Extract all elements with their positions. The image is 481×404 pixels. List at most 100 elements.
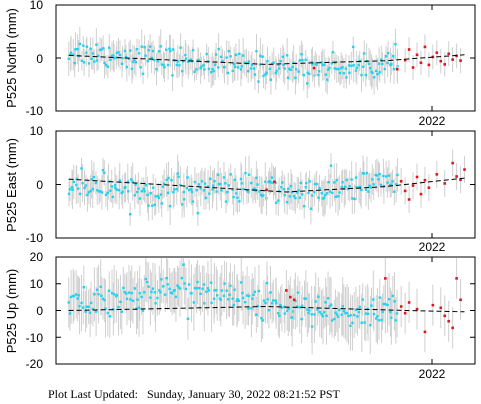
east-daily-point-116 [233,178,237,182]
east-daily-point-220 [382,184,386,188]
up-daily-point-19 [94,310,98,313]
up-daily-point-173 [316,308,319,311]
north-daily-point-222 [386,61,389,65]
up-daily-point-71 [169,291,173,294]
east-daily-point-177 [321,197,325,200]
north-daily-point-199 [352,64,355,67]
east-daily-point-36 [118,179,121,182]
up-daily-point-159 [295,305,299,308]
up-rapid-point-11 [451,326,454,330]
up-daily-point-100 [210,301,213,305]
north-daily-point-13 [85,45,89,48]
up-daily-point-49 [137,306,141,309]
east-rapid-point-3 [411,184,415,187]
east-daily-point-94 [202,189,206,192]
north-daily-point-201 [355,66,358,70]
north-daily-point-57 [148,45,152,48]
north-daily-point-185 [333,67,336,70]
up-ylabel: P525 Up (mm) [4,269,19,354]
north-daily-point-135 [261,55,264,58]
north-daily-point-43 [129,49,132,52]
up-rapid-point-3 [384,277,387,280]
east-daily-point-229 [396,173,399,177]
up-daily-point-107 [220,289,224,292]
north-rapid-point-0 [395,67,399,71]
north-daily-point-198 [352,45,355,49]
footer-timestamp: Sunday, January 30, 2022 08:21:52 PST [147,387,340,401]
east-rapid-point-5 [419,192,423,196]
east-daily-point-10 [81,182,84,185]
east-daily-point-90 [196,211,200,215]
up-daily-point-103 [215,288,218,292]
east-daily-point-137 [264,180,267,183]
up-daily-point-89 [195,287,198,290]
up-daily-point-102 [213,289,216,292]
north-daily-point-16 [90,57,93,60]
east-daily-point-131 [255,176,258,180]
up-daily-point-144 [274,299,277,302]
north-daily-point-65 [160,63,164,66]
north-daily-point-188 [337,67,340,71]
up-rapid-point-7 [415,307,419,311]
east-daily-point-176 [320,191,323,195]
north-daily-point-1 [69,53,72,56]
up-daily-point-75 [174,295,178,299]
east-daily-point-93 [200,180,204,183]
east-daily-point-164 [303,205,306,208]
up-daily-point-114 [231,297,234,300]
north-daily-point-214 [374,69,378,73]
north-rapid-point-11 [443,63,447,66]
east-daily-point-136 [262,194,265,197]
north-daily-point-32 [112,57,116,60]
up-rapid-point-0 [285,289,288,292]
north-daily-point-225 [390,62,393,66]
east-daily-point-193 [344,185,347,189]
east-daily-point-55 [146,193,149,197]
east-daily-point-202 [357,186,361,189]
north-daily-point-153 [286,76,290,80]
north-daily-point-136 [262,74,265,78]
north-daily-point-63 [158,50,161,53]
up-daily-point-131 [255,313,258,316]
up-daily-point-151 [283,312,287,315]
north-rapid-point-16 [312,66,316,70]
north-daily-point-111 [226,71,230,75]
east-daily-point-33 [114,186,117,190]
east-daily-point-48 [136,190,139,194]
north-daily-point-182 [328,66,331,70]
up-daily-point-227 [393,300,396,303]
east-daily-point-126 [247,173,251,176]
up-rapid-point-1 [289,295,292,299]
east-rapid-point-2 [407,198,411,201]
north-daily-point-173 [315,63,318,66]
north-daily-point-58 [150,56,153,59]
east-daily-point-29 [109,189,112,192]
east-daily-point-108 [222,176,226,179]
up-daily-point-125 [247,307,250,310]
north-daily-point-127 [249,67,253,70]
north-daily-point-117 [234,53,238,56]
east-daily-point-152 [285,200,289,204]
north-daily-point-120 [239,68,243,71]
north-daily-point-106 [219,55,223,59]
north-daily-point-9 [80,59,84,62]
north-daily-point-41 [125,65,129,69]
north-daily-point-10 [82,44,85,47]
east-daily-point-201 [355,186,358,189]
up-daily-point-142 [270,302,274,305]
north-daily-point-87 [191,48,195,52]
up-daily-point-101 [212,297,216,300]
east-daily-point-104 [216,173,220,176]
north-daily-point-143 [272,61,275,64]
up-daily-point-58 [150,290,153,294]
north-rapid-point-1 [403,58,407,62]
east-daily-point-56 [147,204,150,207]
up-rapid-point-9 [431,303,435,307]
east-daily-point-61 [154,195,157,198]
east-rapid-point-1 [403,189,407,193]
north-daily-point-118 [236,66,240,69]
north-data-marks [67,26,465,98]
up-daily-point-129 [252,293,255,296]
east-daily-point-40 [124,185,127,189]
north-daily-point-73 [171,48,175,51]
